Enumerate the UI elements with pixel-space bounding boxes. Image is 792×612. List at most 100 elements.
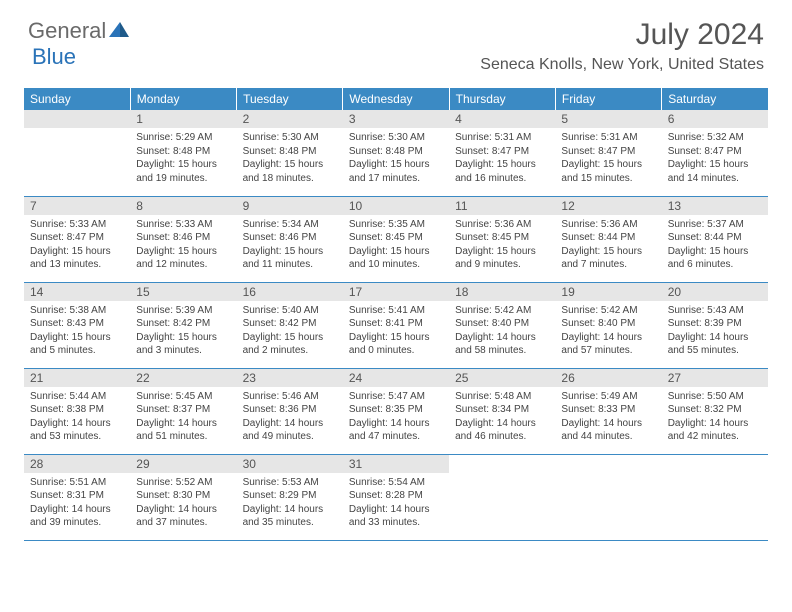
day-number: 21 [24,369,130,387]
day-header: Saturday [662,88,768,110]
calendar-cell [24,110,130,196]
day-header: Thursday [449,88,555,110]
calendar-cell: 16Sunrise: 5:40 AMSunset: 8:42 PMDayligh… [237,282,343,368]
day-details: Sunrise: 5:36 AMSunset: 8:45 PMDaylight:… [449,215,555,276]
page-header: General July 2024 Seneca Knolls, New Yor… [0,0,792,78]
calendar-cell: 1Sunrise: 5:29 AMSunset: 8:48 PMDaylight… [130,110,236,196]
logo-text-blue: Blue [32,44,76,70]
day-number: 23 [237,369,343,387]
day-details: Sunrise: 5:36 AMSunset: 8:44 PMDaylight:… [555,215,661,276]
day-number: 4 [449,110,555,128]
day-number: 8 [130,197,236,215]
day-details: Sunrise: 5:50 AMSunset: 8:32 PMDaylight:… [662,387,768,448]
day-number: 18 [449,283,555,301]
calendar-cell: 23Sunrise: 5:46 AMSunset: 8:36 PMDayligh… [237,368,343,454]
calendar-cell: 9Sunrise: 5:34 AMSunset: 8:46 PMDaylight… [237,196,343,282]
day-details: Sunrise: 5:40 AMSunset: 8:42 PMDaylight:… [237,301,343,362]
calendar-cell: 12Sunrise: 5:36 AMSunset: 8:44 PMDayligh… [555,196,661,282]
day-details: Sunrise: 5:31 AMSunset: 8:47 PMDaylight:… [555,128,661,189]
day-details: Sunrise: 5:54 AMSunset: 8:28 PMDaylight:… [343,473,449,534]
day-details: Sunrise: 5:33 AMSunset: 8:46 PMDaylight:… [130,215,236,276]
calendar-cell: 14Sunrise: 5:38 AMSunset: 8:43 PMDayligh… [24,282,130,368]
location-subtitle: Seneca Knolls, New York, United States [480,56,764,74]
day-header: Sunday [24,88,130,110]
day-header: Friday [555,88,661,110]
calendar-row: 1Sunrise: 5:29 AMSunset: 8:48 PMDaylight… [24,110,768,196]
day-header: Monday [130,88,236,110]
calendar-cell: 19Sunrise: 5:42 AMSunset: 8:40 PMDayligh… [555,282,661,368]
calendar-cell: 29Sunrise: 5:52 AMSunset: 8:30 PMDayligh… [130,454,236,540]
day-details: Sunrise: 5:51 AMSunset: 8:31 PMDaylight:… [24,473,130,534]
day-header: Tuesday [237,88,343,110]
day-number: 3 [343,110,449,128]
calendar-cell: 24Sunrise: 5:47 AMSunset: 8:35 PMDayligh… [343,368,449,454]
calendar-cell: 28Sunrise: 5:51 AMSunset: 8:31 PMDayligh… [24,454,130,540]
day-details: Sunrise: 5:35 AMSunset: 8:45 PMDaylight:… [343,215,449,276]
day-number: 16 [237,283,343,301]
calendar-cell: 17Sunrise: 5:41 AMSunset: 8:41 PMDayligh… [343,282,449,368]
calendar-cell: 5Sunrise: 5:31 AMSunset: 8:47 PMDaylight… [555,110,661,196]
day-number: 30 [237,455,343,473]
month-title: July 2024 [480,18,764,52]
calendar-cell: 7Sunrise: 5:33 AMSunset: 8:47 PMDaylight… [24,196,130,282]
day-details: Sunrise: 5:29 AMSunset: 8:48 PMDaylight:… [130,128,236,189]
title-block: July 2024 Seneca Knolls, New York, Unite… [480,18,764,74]
day-number: 28 [24,455,130,473]
day-number: 14 [24,283,130,301]
calendar-cell: 27Sunrise: 5:50 AMSunset: 8:32 PMDayligh… [662,368,768,454]
calendar-cell: 3Sunrise: 5:30 AMSunset: 8:48 PMDaylight… [343,110,449,196]
calendar-row: 21Sunrise: 5:44 AMSunset: 8:38 PMDayligh… [24,368,768,454]
calendar-cell: 13Sunrise: 5:37 AMSunset: 8:44 PMDayligh… [662,196,768,282]
day-details: Sunrise: 5:30 AMSunset: 8:48 PMDaylight:… [343,128,449,189]
day-details: Sunrise: 5:37 AMSunset: 8:44 PMDaylight:… [662,215,768,276]
day-details: Sunrise: 5:42 AMSunset: 8:40 PMDaylight:… [555,301,661,362]
calendar-cell: 21Sunrise: 5:44 AMSunset: 8:38 PMDayligh… [24,368,130,454]
calendar-cell: 15Sunrise: 5:39 AMSunset: 8:42 PMDayligh… [130,282,236,368]
day-number: 26 [555,369,661,387]
calendar-cell [555,454,661,540]
day-number-empty [662,455,768,473]
calendar-row: 28Sunrise: 5:51 AMSunset: 8:31 PMDayligh… [24,454,768,540]
day-details: Sunrise: 5:49 AMSunset: 8:33 PMDaylight:… [555,387,661,448]
day-number-empty [24,110,130,128]
calendar-cell: 25Sunrise: 5:48 AMSunset: 8:34 PMDayligh… [449,368,555,454]
day-details: Sunrise: 5:53 AMSunset: 8:29 PMDaylight:… [237,473,343,534]
day-details: Sunrise: 5:30 AMSunset: 8:48 PMDaylight:… [237,128,343,189]
day-details: Sunrise: 5:48 AMSunset: 8:34 PMDaylight:… [449,387,555,448]
day-number-empty [449,455,555,473]
day-details: Sunrise: 5:47 AMSunset: 8:35 PMDaylight:… [343,387,449,448]
day-number: 13 [662,197,768,215]
calendar-table: Sunday Monday Tuesday Wednesday Thursday… [24,88,768,541]
day-details: Sunrise: 5:33 AMSunset: 8:47 PMDaylight:… [24,215,130,276]
day-number: 12 [555,197,661,215]
calendar-cell: 8Sunrise: 5:33 AMSunset: 8:46 PMDaylight… [130,196,236,282]
calendar-cell: 10Sunrise: 5:35 AMSunset: 8:45 PMDayligh… [343,196,449,282]
day-number: 11 [449,197,555,215]
calendar-cell: 11Sunrise: 5:36 AMSunset: 8:45 PMDayligh… [449,196,555,282]
day-number: 5 [555,110,661,128]
day-number: 19 [555,283,661,301]
day-number: 10 [343,197,449,215]
day-number: 27 [662,369,768,387]
day-details: Sunrise: 5:43 AMSunset: 8:39 PMDaylight:… [662,301,768,362]
day-details: Sunrise: 5:41 AMSunset: 8:41 PMDaylight:… [343,301,449,362]
calendar-cell: 31Sunrise: 5:54 AMSunset: 8:28 PMDayligh… [343,454,449,540]
day-details: Sunrise: 5:42 AMSunset: 8:40 PMDaylight:… [449,301,555,362]
triangle-icon [109,17,129,43]
calendar-cell [662,454,768,540]
day-details: Sunrise: 5:45 AMSunset: 8:37 PMDaylight:… [130,387,236,448]
day-number: 15 [130,283,236,301]
day-details: Sunrise: 5:46 AMSunset: 8:36 PMDaylight:… [237,387,343,448]
day-details: Sunrise: 5:32 AMSunset: 8:47 PMDaylight:… [662,128,768,189]
day-number: 1 [130,110,236,128]
calendar-cell: 26Sunrise: 5:49 AMSunset: 8:33 PMDayligh… [555,368,661,454]
day-number: 17 [343,283,449,301]
day-header: Wednesday [343,88,449,110]
day-number: 24 [343,369,449,387]
day-number: 6 [662,110,768,128]
calendar-body: 1Sunrise: 5:29 AMSunset: 8:48 PMDaylight… [24,110,768,540]
day-number: 31 [343,455,449,473]
day-details: Sunrise: 5:31 AMSunset: 8:47 PMDaylight:… [449,128,555,189]
logo-text-general: General [28,18,106,44]
calendar-cell: 6Sunrise: 5:32 AMSunset: 8:47 PMDaylight… [662,110,768,196]
